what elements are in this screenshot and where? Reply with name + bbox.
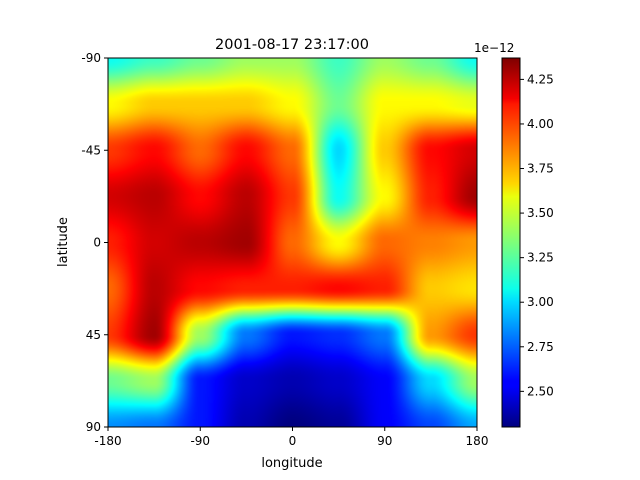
colorbar-tick-label: 2.75 [527, 340, 554, 354]
colorbar [501, 57, 521, 428]
colorbar-tick-label: 3.00 [527, 295, 554, 309]
colorbar-tick-label: 3.75 [527, 162, 554, 176]
y-tick-label: -45 [81, 143, 101, 157]
colorbar-multiplier: 1e−12 [474, 41, 514, 55]
colorbar-tick-label: 4.25 [527, 72, 554, 86]
colorbar-tick-label: 4.00 [527, 117, 554, 131]
heatmap-canvas [108, 58, 477, 427]
y-axis-ticks: -90 -45 0 45 90 [81, 51, 108, 434]
y-tick-label: 45 [86, 328, 101, 342]
x-tick-label: -180 [94, 434, 121, 448]
colorbar-tick-label: 3.50 [527, 206, 554, 220]
x-axis-label: longitude [261, 456, 322, 471]
heatmap-area [108, 58, 477, 427]
colorbar-tick-label: 3.25 [527, 251, 554, 265]
colorbar-ticks: 2.50 2.75 3.00 3.25 3.50 3.75 4.00 4.25 [520, 72, 554, 398]
x-tick-label: 180 [466, 434, 489, 448]
y-tick-label: -90 [81, 51, 101, 65]
y-tick-label: 90 [86, 420, 101, 434]
x-tick-label: 0 [289, 434, 297, 448]
x-tick-label: 90 [377, 434, 392, 448]
colorbar-tick-label: 2.50 [527, 384, 554, 398]
x-axis-ticks: -180 -90 0 90 180 [94, 427, 488, 448]
chart-title: 2001-08-17 23:17:00 [215, 37, 369, 53]
y-axis-label: latitude [56, 217, 71, 267]
y-tick-label: 0 [93, 236, 101, 250]
x-tick-label: -90 [190, 434, 210, 448]
